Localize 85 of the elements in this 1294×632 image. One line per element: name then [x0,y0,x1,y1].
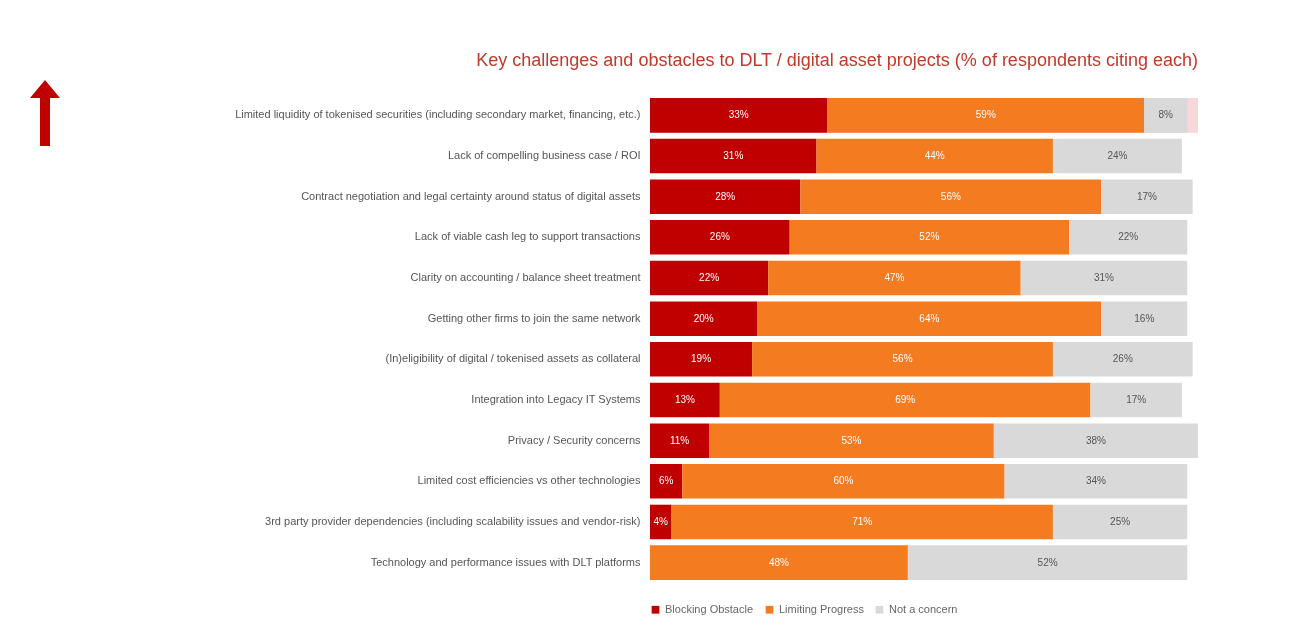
data-label: 4% [653,515,669,527]
data-label: 59% [975,109,996,121]
bar [789,220,1070,255]
data-label: 26% [1112,353,1133,365]
data-label: 47% [884,272,905,283]
data-label: 69% [895,394,916,405]
bar [709,423,994,458]
y-tick-label: Clarity on accounting / balance sheet treatment [410,271,641,283]
data-label: 6% [658,475,674,487]
bar [650,138,817,174]
data-label: 71% [852,515,873,527]
y-tick-label: Contract negotiation and legal certainty around status of digital assets [301,189,641,202]
legend-label: Limiting Progress [779,602,865,615]
bar [650,382,720,418]
data-label: 64% [919,312,940,324]
bar [650,342,753,377]
data-label: 31% [1093,272,1115,283]
bar [827,98,1145,133]
bar [1052,504,1188,540]
data-label: 31% [723,150,744,162]
data-label: 16% [1134,312,1155,324]
data-label: 20% [693,312,714,324]
bar [800,179,1102,214]
y-tick-label: Integration into Legacy IT Systems [471,393,641,405]
data-label: 33% [728,109,749,121]
data-label: 48% [768,556,790,568]
data-label: 60% [833,475,854,487]
data-label: 22% [699,272,720,283]
bar [671,504,1053,540]
data-label: 34% [1085,475,1107,487]
bar [1004,464,1188,499]
y-tick-label: Getting other firms to join the same network [427,311,641,324]
y-tick-label: Privacy / Security concerns [507,433,641,446]
bar [650,545,908,580]
legend-label: Not a concern [889,602,958,615]
bar [650,301,758,336]
data-label: 53% [841,434,862,446]
bar [650,98,828,133]
bar [1090,382,1182,418]
legend-label: Blocking Obstacle [665,602,754,615]
y-tick-label: Technology and performance issues with DLT platforms [370,555,641,568]
data-label: 56% [940,190,961,202]
bar [1052,138,1182,174]
y-tick-label: 3rd party provider dependencies (including scalability issues and vendor-risk) [265,514,641,527]
data-label: 56% [892,353,913,365]
bar [816,138,1053,174]
bar [768,260,1021,296]
data-label: 38% [1085,434,1107,446]
chart-title: Key challenges and obstacles to DLT / digital asset projects (% of respondents citing each) [476,50,1198,70]
data-label: 52% [919,231,940,243]
data-label: 44% [924,150,945,162]
data-label: 11% [669,434,690,446]
bar [650,260,769,296]
bar [752,342,1053,377]
data-label: 17% [1136,190,1158,202]
bar [1069,220,1188,255]
data-label: 22% [1118,231,1139,243]
y-tick-label: Lack of viable cash leg to support transactions [414,230,641,243]
data-label: 17% [1126,394,1147,405]
bar [993,423,1198,458]
bar [1144,98,1188,133]
bar [650,423,710,458]
bar [650,464,683,499]
data-label: 8% [1158,109,1174,121]
data-label: 52% [1037,556,1058,568]
data-label: 25% [1110,515,1131,527]
data-label: 28% [715,190,736,202]
bar [650,220,790,255]
bar [1052,342,1193,377]
bar [1020,260,1188,296]
bar [1101,179,1193,214]
bar [719,382,1091,418]
bar [907,545,1188,580]
y-tick-label: (In)eligibility of digital / tokenised assets as collateral [385,352,641,365]
bar [682,464,1005,499]
y-tick-label: Limited liquidity of tokenised securities (including secondary market, financing, etc.) [235,108,641,121]
data-label: 13% [674,394,696,405]
data-label: 24% [1107,150,1128,162]
y-tick-label: Lack of compelling business case / ROI [447,149,641,162]
y-tick-label: Limited cost efficiencies vs other technologies [417,474,641,487]
data-label: 26% [709,231,730,243]
bar [650,179,801,214]
data-label: 19% [691,353,712,365]
bar [757,301,1102,336]
bar [1101,301,1188,336]
